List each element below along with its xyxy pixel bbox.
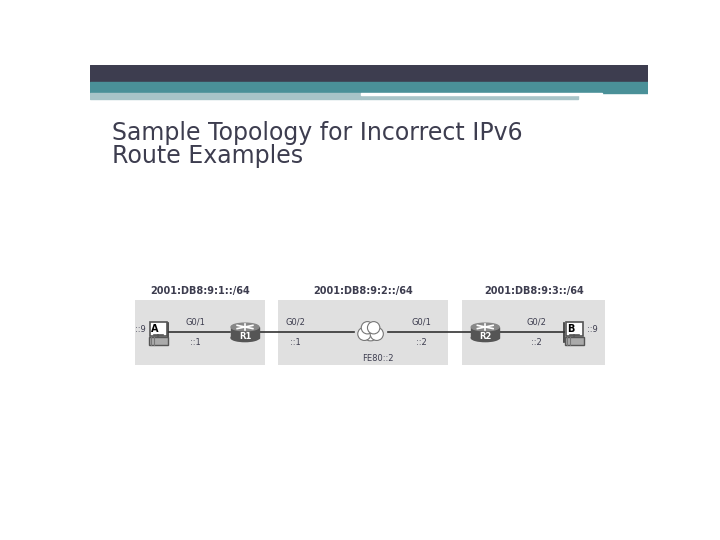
Ellipse shape <box>231 323 259 331</box>
Bar <box>361 95 578 99</box>
Bar <box>135 300 265 365</box>
Circle shape <box>370 327 383 340</box>
Ellipse shape <box>231 334 259 342</box>
Ellipse shape <box>472 323 499 331</box>
Text: A: A <box>150 325 158 334</box>
Text: ::9: ::9 <box>135 325 145 334</box>
Bar <box>90 82 648 92</box>
Bar <box>149 337 168 345</box>
Text: G0/2: G0/2 <box>526 318 546 327</box>
Bar <box>231 327 259 338</box>
Text: ::9: ::9 <box>587 325 598 334</box>
Text: G0/2: G0/2 <box>285 318 305 327</box>
Text: ::1: ::1 <box>289 338 300 347</box>
Circle shape <box>361 322 374 334</box>
Text: ::2: ::2 <box>531 338 541 347</box>
Bar <box>565 337 584 345</box>
Text: ::1: ::1 <box>190 338 201 347</box>
Bar <box>150 322 167 336</box>
Bar <box>90 92 361 99</box>
Text: ::2: ::2 <box>416 338 427 347</box>
Bar <box>361 92 601 95</box>
Ellipse shape <box>472 334 499 342</box>
Text: FE80::2: FE80::2 <box>363 354 394 363</box>
Text: G0/1: G0/1 <box>186 318 205 327</box>
Bar <box>566 322 583 336</box>
Bar <box>90 65 648 82</box>
Bar <box>462 300 606 365</box>
Bar <box>472 327 499 338</box>
Text: Route Examples: Route Examples <box>112 144 303 168</box>
Text: Sample Topology for Incorrect IPv6: Sample Topology for Incorrect IPv6 <box>112 121 522 145</box>
Circle shape <box>367 322 380 334</box>
Text: 2001:DB8:9:1::/64: 2001:DB8:9:1::/64 <box>150 286 250 296</box>
Circle shape <box>358 327 371 340</box>
Text: B: B <box>567 325 574 334</box>
Text: 2001:DB8:9:2::/64: 2001:DB8:9:2::/64 <box>313 286 413 296</box>
Text: R1: R1 <box>239 333 251 341</box>
Text: 2001:DB8:9:3::/64: 2001:DB8:9:3::/64 <box>484 286 584 296</box>
Text: G0/1: G0/1 <box>411 318 431 327</box>
Text: R2: R2 <box>479 333 492 341</box>
Circle shape <box>362 324 379 341</box>
Bar <box>277 300 448 365</box>
